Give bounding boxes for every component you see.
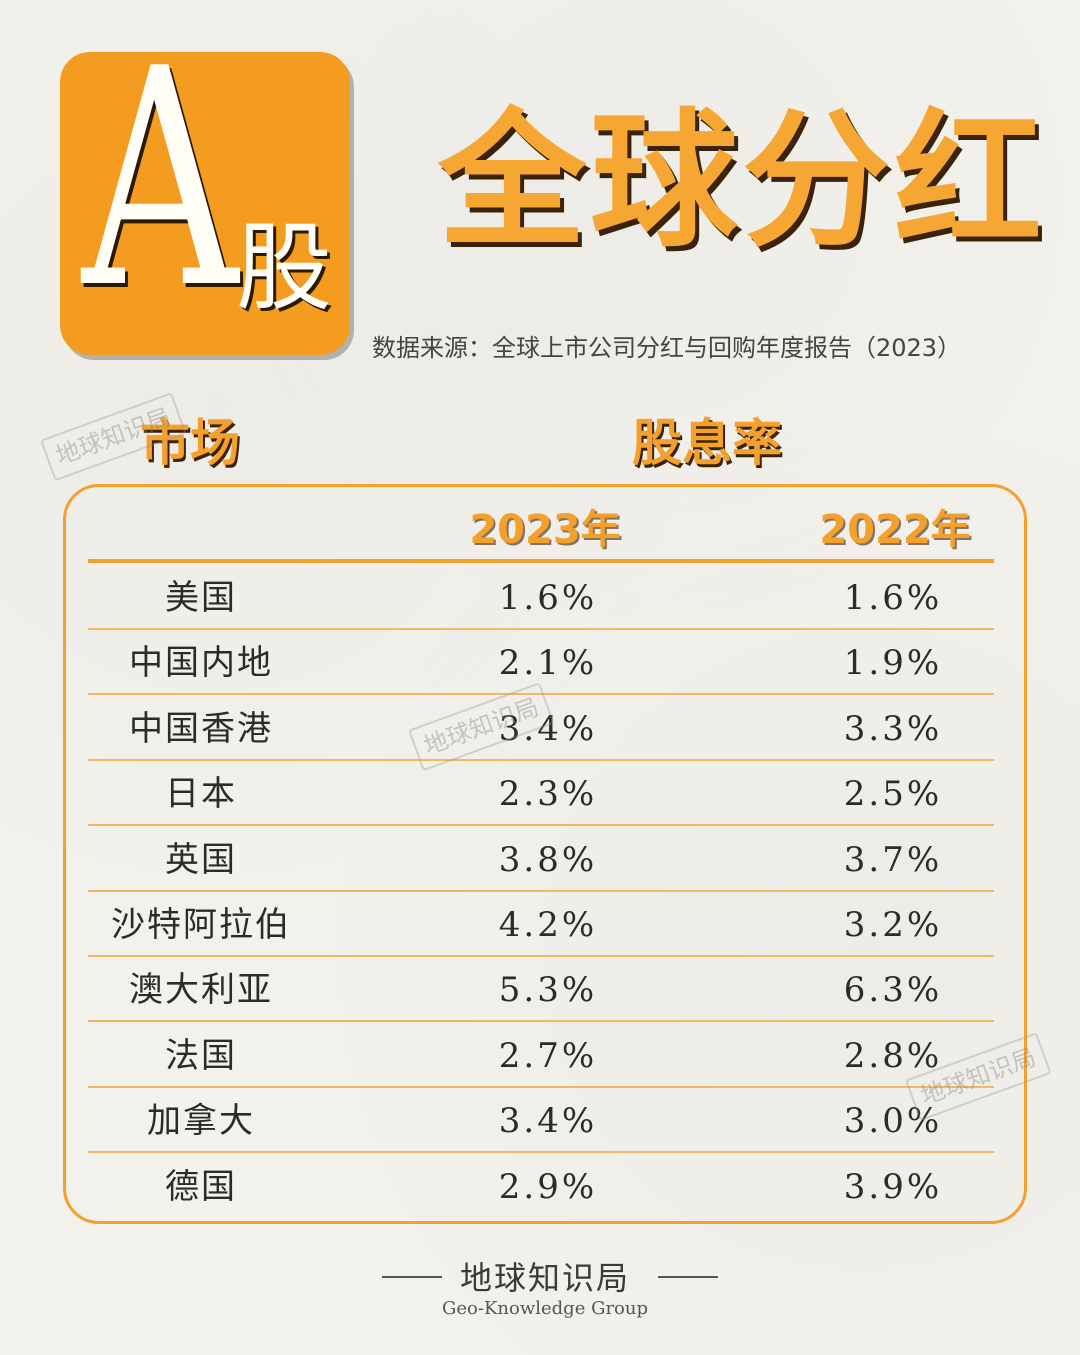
yield-2022: 3.2% xyxy=(843,905,943,945)
a-share-logo xyxy=(60,52,350,355)
yield-header: 股息率 xyxy=(632,413,782,472)
data-source: 数据来源：全球上市公司分红与回购年度报告（2023） xyxy=(372,334,962,362)
footer-brand-en: Geo-Knowledge Group xyxy=(442,1298,648,1319)
market-name: 法国 xyxy=(165,1035,237,1076)
yield-2023: 3.4% xyxy=(498,708,598,749)
yield-2023: 2.1% xyxy=(498,643,598,684)
yield-2022: 3.0% xyxy=(843,1101,943,1142)
market-name: 美国 xyxy=(165,578,237,618)
footer-dash-left xyxy=(382,1276,442,1278)
yield-2022: 2.8% xyxy=(843,1035,943,1076)
footer-dash-right xyxy=(658,1276,718,1278)
yield-2022: 3.3% xyxy=(843,708,943,749)
table-row: 法国 2.7% 2.8% xyxy=(88,1024,994,1088)
market-name: 沙特阿拉伯 xyxy=(111,905,291,945)
yield-2022: 2.5% xyxy=(843,774,943,815)
market-name: 加拿大 xyxy=(147,1101,255,1142)
table-row: 英国 3.8% 3.7% xyxy=(88,828,994,892)
yield-2022: 1.6% xyxy=(843,578,943,618)
table-row: 德国 2.9% 3.9% xyxy=(88,1155,994,1219)
yield-2022: 6.3% xyxy=(843,970,943,1011)
column-header-2022: 2022年 xyxy=(819,507,971,553)
market-name: 中国香港 xyxy=(129,708,273,749)
yield-2023: 2.7% xyxy=(498,1035,598,1076)
market-name: 德国 xyxy=(165,1166,237,1207)
table-row: 日本 2.3% 2.5% xyxy=(88,762,994,827)
yield-2023: 2.3% xyxy=(498,774,598,815)
table-row: 中国内地 2.1% 1.9% xyxy=(88,631,994,696)
dividend-table xyxy=(63,484,1027,1224)
yield-2023: 1.6% xyxy=(498,578,598,618)
logo-char: 股 xyxy=(236,212,332,324)
footer-brand: 地球知识局 xyxy=(459,1259,630,1297)
table-row: 加拿大 3.4% 3.0% xyxy=(88,1089,994,1154)
yield-2023: 2.9% xyxy=(498,1166,598,1207)
yield-2023: 3.4% xyxy=(498,1101,598,1142)
yield-2022: 1.9% xyxy=(843,643,943,684)
column-header-2023: 2023年 xyxy=(469,507,621,553)
market-name: 中国内地 xyxy=(129,643,273,684)
page-title: 全球分红 xyxy=(438,93,1046,267)
market-header: 市场 xyxy=(140,413,240,472)
header-divider xyxy=(88,559,994,563)
table-row: 沙特阿拉伯 4.2% 3.2% xyxy=(88,893,994,957)
yield-2023: 3.8% xyxy=(498,839,598,880)
market-name: 英国 xyxy=(165,839,237,880)
yield-2023: 4.2% xyxy=(498,905,598,945)
table-row: 澳大利亚 5.3% 6.3% xyxy=(88,958,994,1023)
market-name: 日本 xyxy=(165,774,237,815)
yield-2022: 3.9% xyxy=(843,1166,943,1207)
table-row: 中国香港 3.4% 3.3% xyxy=(88,697,994,761)
yield-2022: 3.7% xyxy=(843,839,943,880)
logo-letter: A xyxy=(82,5,238,354)
yield-2023: 5.3% xyxy=(498,970,598,1011)
table-row: 美国 1.6% 1.6% xyxy=(88,566,994,630)
market-name: 澳大利亚 xyxy=(129,970,273,1011)
